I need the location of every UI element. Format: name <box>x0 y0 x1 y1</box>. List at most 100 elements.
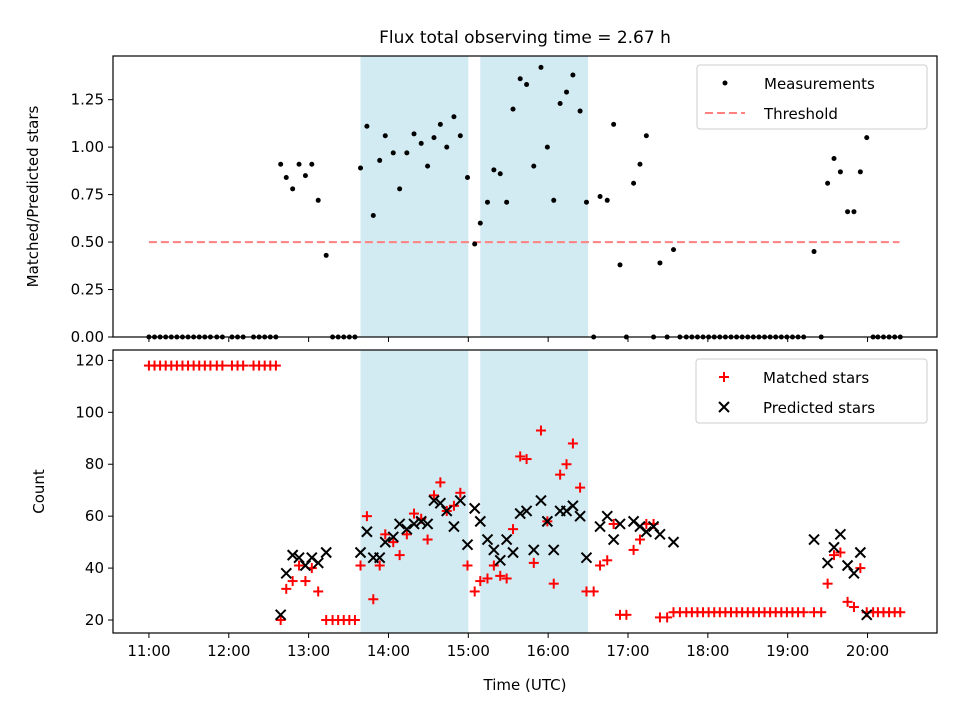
legend-marker-measurements <box>722 80 728 86</box>
matched-star-point <box>634 534 645 545</box>
y-axis-label: Matched/Predicted stars <box>24 106 42 288</box>
predicted-star-point <box>320 546 332 559</box>
measurement-point <box>377 157 383 163</box>
predicted-star-point <box>548 544 560 556</box>
cross-marker-b <box>821 557 834 569</box>
measurement-point <box>364 123 370 129</box>
y-tick-label: 0.00 <box>71 328 104 346</box>
cross-marker-b <box>408 518 420 530</box>
predicted-star-point <box>280 567 292 579</box>
matched-star-point <box>482 573 493 584</box>
legend-marker-predicted-b <box>718 401 730 413</box>
predicted-star-point <box>514 507 526 520</box>
matched-star-point <box>816 607 827 618</box>
predicted-star-point <box>373 551 386 564</box>
x-tick-label: 14:00 <box>367 642 410 660</box>
cross-marker-b <box>461 539 474 551</box>
matched-star-point <box>501 573 512 584</box>
predicted-star-point <box>312 557 324 569</box>
cross-marker-b <box>494 554 506 567</box>
measurement-point <box>431 135 437 141</box>
cross-marker-b <box>441 505 453 517</box>
matched-star-point <box>521 454 532 465</box>
matched-star-point <box>313 586 324 597</box>
measurement-point <box>617 262 623 268</box>
matched-star-point <box>401 529 412 540</box>
measurement-point <box>811 249 817 255</box>
predicted-star-point <box>468 502 481 515</box>
y-axis-label: Count <box>30 469 48 514</box>
measurement-point <box>278 161 284 167</box>
measurement-point <box>538 64 544 70</box>
matched-star-point <box>428 490 439 501</box>
matched-star-point <box>270 360 281 371</box>
measurement-point <box>577 108 583 114</box>
measurement-point <box>425 163 431 169</box>
cross-marker-b <box>627 515 640 528</box>
y-tick-label: 60 <box>85 507 104 525</box>
matched-star-point <box>515 451 526 462</box>
cross-marker-b <box>828 541 840 554</box>
y-tick-label: 0.75 <box>71 186 104 204</box>
measurement-point <box>437 121 443 127</box>
cross-marker-b <box>640 526 653 538</box>
matched-star-point <box>829 550 839 561</box>
matched-star-point <box>435 477 446 488</box>
matched-star-point <box>662 612 673 623</box>
predicted-star-point <box>854 546 867 559</box>
matched-star-point <box>895 607 906 618</box>
predicted-star-point <box>535 494 547 507</box>
predicted-star-point <box>654 528 666 541</box>
predicted-star-point <box>393 518 406 530</box>
measurement-point <box>477 220 483 226</box>
measurement-point <box>597 194 603 199</box>
matched-star-point <box>588 586 599 597</box>
legend: Matched stars Predicted stars <box>695 358 928 424</box>
predicted-star-point <box>580 551 593 564</box>
observing-window-span <box>480 56 589 337</box>
measurement-point <box>309 161 315 167</box>
measurement-point <box>604 197 610 203</box>
matched-star-point <box>469 586 480 597</box>
cross-marker-b <box>428 494 440 507</box>
cross-marker-b <box>387 531 399 543</box>
matched-star-point <box>555 469 566 480</box>
measurement-point <box>583 199 589 205</box>
measurement-point <box>397 186 403 192</box>
predicted-star-point <box>640 526 653 538</box>
measurement-point <box>465 175 471 181</box>
matched-star-point <box>349 615 360 626</box>
cross-marker-b <box>286 549 299 561</box>
measurement-point <box>851 209 857 215</box>
y-tick-label: 100 <box>75 403 104 421</box>
matched-star-point <box>528 557 539 568</box>
measurement-point <box>370 212 376 218</box>
matched-star-point <box>394 550 405 561</box>
measurement-point <box>472 241 478 247</box>
cross-marker-b <box>320 546 332 559</box>
matched-star-point <box>238 360 249 371</box>
predicted-star-point <box>594 520 606 533</box>
predicted-star-point <box>474 515 486 528</box>
predicted-star-point <box>821 557 834 569</box>
predicted-star-point <box>286 549 299 561</box>
legend: Measurements Threshold <box>696 64 928 130</box>
x-tick-label: 20:00 <box>846 642 889 660</box>
matched-star-point <box>842 596 853 607</box>
predicted-star-point <box>834 528 847 541</box>
measurement-point <box>643 133 649 139</box>
predicted-star-point <box>541 515 554 528</box>
cross-marker-b <box>567 500 579 512</box>
matched-star-point <box>281 583 292 594</box>
measurement-point <box>517 76 523 82</box>
matched-star-point <box>508 524 519 535</box>
cross-marker-b <box>312 557 324 569</box>
predicted-star-point <box>354 546 367 559</box>
predicted-star-point <box>601 510 613 522</box>
cross-marker-b <box>379 536 391 548</box>
x-axis-label: Time (UTC) <box>483 676 567 694</box>
cross-marker-b <box>361 526 373 538</box>
measurement-point <box>451 114 457 120</box>
cross-marker-b <box>421 518 434 530</box>
